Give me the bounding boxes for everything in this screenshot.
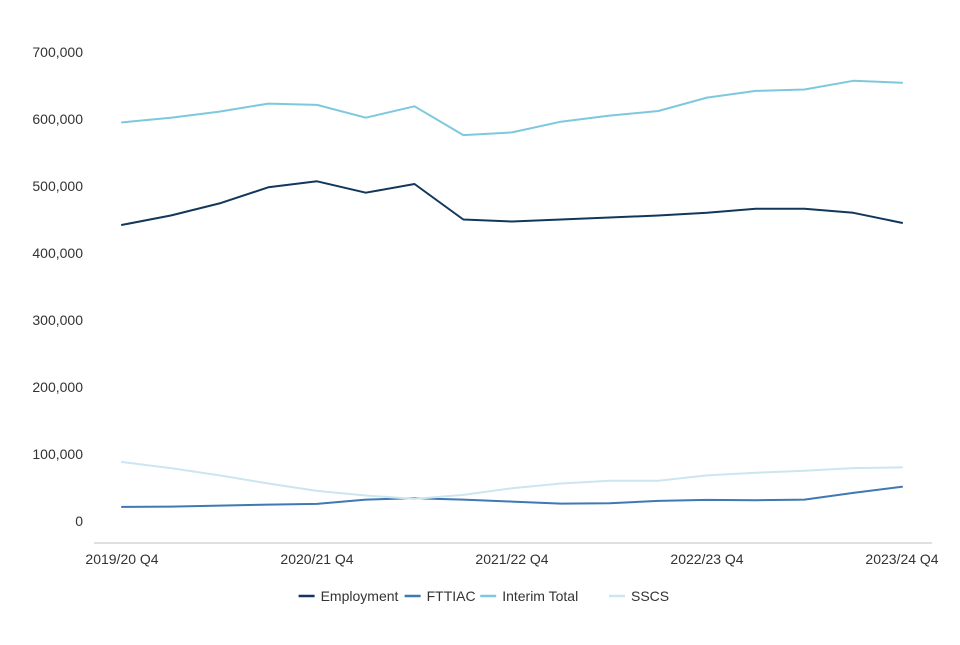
x-tick-label: 2020/21 Q4 bbox=[280, 551, 353, 567]
series-line-sscs bbox=[121, 461, 903, 500]
y-tick-label: 100,000 bbox=[32, 446, 83, 462]
y-tick-label: 600,000 bbox=[32, 111, 83, 127]
series-lines bbox=[121, 79, 903, 508]
y-tick-label: 300,000 bbox=[32, 312, 83, 328]
x-tick-label: 2021/22 Q4 bbox=[475, 551, 548, 567]
legend-item-interim-total: Interim Total bbox=[480, 588, 578, 604]
legend-item-employment: Employment bbox=[298, 588, 399, 604]
x-tick-label: 2023/24 Q4 bbox=[865, 551, 938, 567]
chart-legend: Employment FTTIAC Interim Total SSCS bbox=[298, 588, 669, 604]
y-tick-label: 400,000 bbox=[32, 245, 83, 261]
y-tick-label: 500,000 bbox=[32, 178, 83, 194]
series-line-fttiac bbox=[121, 485, 903, 508]
series-line-interim-total bbox=[121, 79, 903, 137]
legend-label: FTTIAC bbox=[427, 588, 476, 604]
legend-item-sscs: SSCS bbox=[609, 588, 669, 604]
x-tick-label: 2019/20 Q4 bbox=[85, 551, 158, 567]
y-axis-tick-labels: 0 100,000 200,000 300,000 400,000 500,000 600,… bbox=[32, 44, 83, 529]
legend-label: Interim Total bbox=[502, 588, 578, 604]
x-axis-tick-labels: 2019/20 Q4 2020/21 Q4 2021/22 Q4 2022/23 Q4… bbox=[85, 551, 938, 567]
y-tick-label: 0 bbox=[75, 513, 83, 529]
legend-label: Employment bbox=[321, 588, 399, 604]
legend-item-fttiac: FTTIAC bbox=[404, 588, 476, 604]
y-tick-label: 200,000 bbox=[32, 379, 83, 395]
series-line-employment bbox=[121, 180, 903, 226]
y-tick-label: 700,000 bbox=[32, 44, 83, 60]
legend-label: SSCS bbox=[631, 588, 669, 604]
x-tick-label: 2022/23 Q4 bbox=[670, 551, 743, 567]
